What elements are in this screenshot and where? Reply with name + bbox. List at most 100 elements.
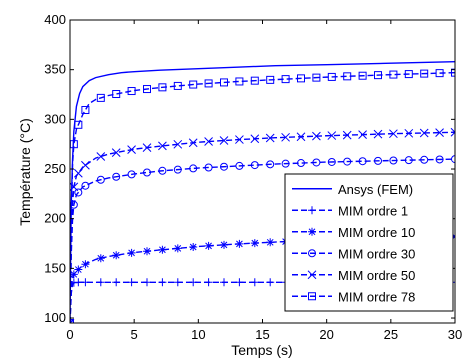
data-point — [235, 161, 244, 170]
data-point — [297, 74, 305, 83]
data-point — [81, 106, 90, 115]
data-point — [204, 163, 213, 172]
data-point — [220, 162, 228, 171]
y-tick-label: 200 — [44, 211, 66, 226]
axis-ticks: 0 5 10 15 20 25 30 100 150 200 250 300 350 400 — [44, 12, 462, 342]
legend-label: MIM ordre 10 — [338, 225, 415, 240]
legend-marker — [308, 227, 316, 236]
data-point — [112, 251, 121, 260]
legend-label: MIM ordre 78 — [338, 289, 415, 304]
series-mim-ordre-50 — [70, 127, 455, 323]
data-point — [435, 69, 444, 78]
data-point — [74, 278, 83, 287]
data-point — [204, 137, 213, 146]
data-point — [173, 244, 182, 253]
data-point — [266, 238, 275, 247]
data-point — [419, 128, 429, 138]
y-tick-label: 250 — [44, 161, 66, 176]
data-point — [312, 158, 321, 167]
y-tick-label: 300 — [44, 111, 66, 126]
data-point — [451, 68, 455, 77]
data-point — [220, 240, 228, 249]
legend-label: MIM ordre 1 — [338, 203, 408, 218]
legend-entry: Ansys (FEM) — [292, 182, 413, 197]
data-point — [81, 278, 90, 287]
legend-label: MIM ordre 30 — [338, 246, 415, 261]
data-point — [343, 157, 352, 166]
data-point — [358, 157, 367, 166]
legend-entry: MIM ordre 10 — [292, 225, 415, 240]
data-point — [96, 152, 106, 161]
legend-entry: MIM ordre 30 — [292, 246, 415, 261]
data-point — [112, 172, 121, 181]
data-point — [389, 156, 398, 165]
data-point — [74, 265, 83, 274]
legend-marker — [308, 249, 316, 258]
data-point — [435, 128, 444, 137]
y-tick-label: 150 — [44, 260, 66, 275]
data-point — [250, 239, 259, 248]
data-point — [250, 76, 259, 85]
data-point — [327, 72, 336, 81]
data-point — [404, 70, 413, 79]
data-point — [327, 131, 337, 140]
data-point — [74, 120, 83, 129]
legend-box — [284, 173, 454, 312]
data-point — [158, 166, 167, 175]
data-point — [235, 135, 244, 144]
data-point — [127, 87, 136, 96]
data-point — [281, 75, 290, 84]
series-mim-ordre-30 — [70, 155, 455, 323]
data-point — [220, 278, 228, 287]
data-point — [404, 156, 413, 165]
data-point — [250, 278, 259, 287]
data-point — [220, 78, 228, 87]
data-point — [374, 156, 382, 165]
data-point — [127, 145, 136, 154]
legend-entry: MIM ordre 50 — [292, 268, 415, 283]
data-point — [143, 85, 151, 94]
legend: Ansys (FEM) MIM ordre 1 MIM ordre 10 MIM or… — [284, 173, 454, 312]
data-point — [96, 278, 105, 287]
data-point — [435, 155, 444, 164]
data-point — [158, 278, 167, 287]
y-tick-label: 100 — [44, 310, 66, 325]
data-point — [451, 155, 455, 164]
data-point — [312, 131, 321, 141]
series-line-mim-ordre-30 — [70, 158, 455, 323]
data-point — [127, 170, 136, 179]
data-point — [389, 129, 398, 139]
data-point — [404, 128, 414, 138]
data-point — [281, 159, 290, 168]
data-point — [281, 132, 290, 142]
data-point — [143, 247, 151, 256]
data-point — [235, 239, 244, 248]
data-point — [127, 278, 136, 287]
data-point — [235, 77, 244, 86]
data-point — [343, 72, 352, 81]
data-point — [373, 129, 383, 139]
data-point — [173, 165, 182, 174]
series-line-mim-ordre-78 — [70, 71, 455, 323]
data-point — [204, 278, 213, 287]
data-point — [173, 81, 182, 90]
x-tick-label: 20 — [319, 327, 333, 342]
data-point — [111, 148, 121, 157]
x-tick-label: 5 — [131, 327, 138, 342]
data-point — [389, 70, 398, 79]
x-tick-label: 10 — [191, 327, 205, 342]
data-point — [81, 160, 90, 170]
data-point — [327, 157, 336, 166]
legend-marker — [308, 206, 316, 215]
data-point — [235, 278, 244, 287]
data-point — [173, 278, 182, 287]
data-point — [250, 161, 259, 170]
data-point — [265, 133, 275, 143]
x-tick-label: 25 — [384, 327, 398, 342]
x-axis-label: Temps (s) — [231, 342, 292, 358]
data-point — [374, 71, 382, 80]
series-ansys-fem — [70, 61, 455, 323]
data-point — [70, 318, 75, 323]
data-point — [420, 69, 429, 78]
